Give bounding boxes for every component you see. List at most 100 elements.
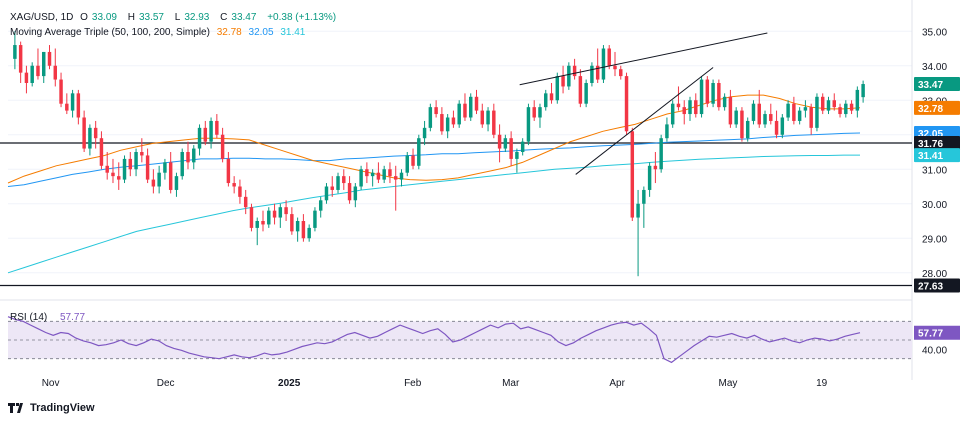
- candle-body: [653, 165, 658, 170]
- ma200-line: [7, 154, 860, 274]
- time-tick-label: Apr: [609, 378, 625, 389]
- rsi-pane: RSI (14) 57.77 40.00 57.77: [7, 312, 960, 364]
- symbol-label: XAG/USD, 1D: [10, 12, 74, 23]
- candle-body: [492, 110, 496, 135]
- candle-body: [636, 203, 640, 218]
- candle-body: [82, 117, 86, 149]
- candle-body: [538, 107, 542, 118]
- time-tick-label: 19: [816, 378, 828, 389]
- candle-body: [174, 176, 179, 190]
- time-tick-label: Nov: [42, 378, 60, 389]
- price-label-box: [914, 148, 960, 163]
- candle-body: [59, 79, 63, 104]
- ma200-value: 31.41: [280, 27, 306, 38]
- candle-body: [676, 103, 681, 108]
- candle-body: [630, 131, 635, 218]
- candle-body: [324, 186, 329, 201]
- candle-body: [572, 65, 577, 77]
- price-tick-label: 35.00: [922, 27, 947, 38]
- candle-body: [555, 76, 560, 101]
- candle-body: [342, 176, 346, 184]
- candle-body: [313, 210, 317, 228]
- candle-body: [757, 103, 761, 125]
- candle-body: [838, 107, 842, 115]
- candle-body: [382, 169, 386, 180]
- candle-body: [117, 176, 121, 180]
- candle-body: [503, 138, 508, 149]
- candle-body: [111, 172, 115, 177]
- candle-body: [457, 103, 461, 125]
- candle-body: [763, 114, 767, 125]
- candle-body: [168, 162, 173, 190]
- candle-body: [849, 103, 854, 111]
- candle-body: [53, 65, 58, 80]
- candle-body: [515, 152, 519, 159]
- candle-body: [613, 65, 617, 70]
- brand-label: TradingView: [30, 402, 95, 414]
- trendline: [519, 32, 768, 86]
- candle-body: [595, 65, 600, 80]
- candle-body: [474, 96, 479, 111]
- time-tick-label: 2025: [278, 378, 301, 389]
- candle-body: [370, 172, 375, 177]
- candle-body: [365, 169, 369, 177]
- candle-body: [855, 89, 860, 111]
- candle-body: [740, 110, 744, 139]
- candle-body: [774, 120, 779, 135]
- low-value: L 32.93: [174, 12, 210, 23]
- trendline: [575, 67, 714, 175]
- candle-body: [13, 45, 17, 59]
- price-label-text: 31.76: [918, 139, 943, 150]
- candle-body: [42, 51, 46, 77]
- trendlines: [519, 32, 768, 175]
- price-axis[interactable]: 35.0034.0033.0032.0031.0030.0029.0028.00…: [914, 27, 960, 293]
- candle-body: [619, 69, 623, 77]
- candle-body: [647, 165, 652, 190]
- candle-body: [780, 117, 785, 135]
- candle-body: [480, 110, 485, 125]
- candle-body: [682, 107, 686, 115]
- ma100-value: 32.05: [248, 27, 274, 38]
- candle-body: [486, 110, 490, 125]
- candle-body: [578, 76, 583, 104]
- candle-body: [445, 117, 450, 132]
- candle-body: [359, 169, 363, 187]
- candle-body: [347, 183, 352, 201]
- change-value: +0.38 (+1.13%): [267, 12, 337, 23]
- price-label-box: [914, 100, 960, 115]
- candle-body: [307, 227, 311, 239]
- price-label-box: [914, 278, 960, 293]
- candle-body: [526, 107, 531, 142]
- candle-body: [745, 120, 750, 139]
- candle-body: [47, 51, 52, 66]
- candle-body: [428, 107, 433, 128]
- candle-body: [295, 221, 300, 232]
- candle-body: [665, 124, 669, 139]
- candle-body: [301, 221, 306, 239]
- high-value: H 33.57: [127, 12, 164, 23]
- rsi-value-box: [914, 325, 960, 340]
- moving-averages: [7, 94, 861, 274]
- candle-body: [70, 93, 75, 111]
- candle-body: [243, 196, 248, 208]
- candle-body: [226, 158, 231, 184]
- candle-body: [232, 183, 236, 187]
- candle-body: [192, 148, 196, 163]
- candle-body: [820, 96, 825, 111]
- candle-body: [642, 189, 646, 204]
- time-tick-label: Mar: [502, 378, 520, 389]
- candle-body: [145, 155, 150, 180]
- price-label-box: [914, 77, 960, 92]
- rsi-value: 57.77: [60, 312, 85, 323]
- candle-body: [76, 93, 81, 118]
- candle-body: [278, 207, 283, 218]
- tradingview-logo[interactable]: TradingView: [8, 402, 95, 414]
- candle-body: [544, 93, 548, 108]
- rsi-line: [7, 316, 861, 364]
- candle-body: [388, 169, 392, 177]
- price-tick-label: 34.00: [922, 62, 947, 73]
- candle-body: [134, 152, 138, 170]
- candle-body: [267, 210, 271, 225]
- time-axis[interactable]: Nov Dec 2025 Feb Mar Apr May 19: [42, 378, 828, 389]
